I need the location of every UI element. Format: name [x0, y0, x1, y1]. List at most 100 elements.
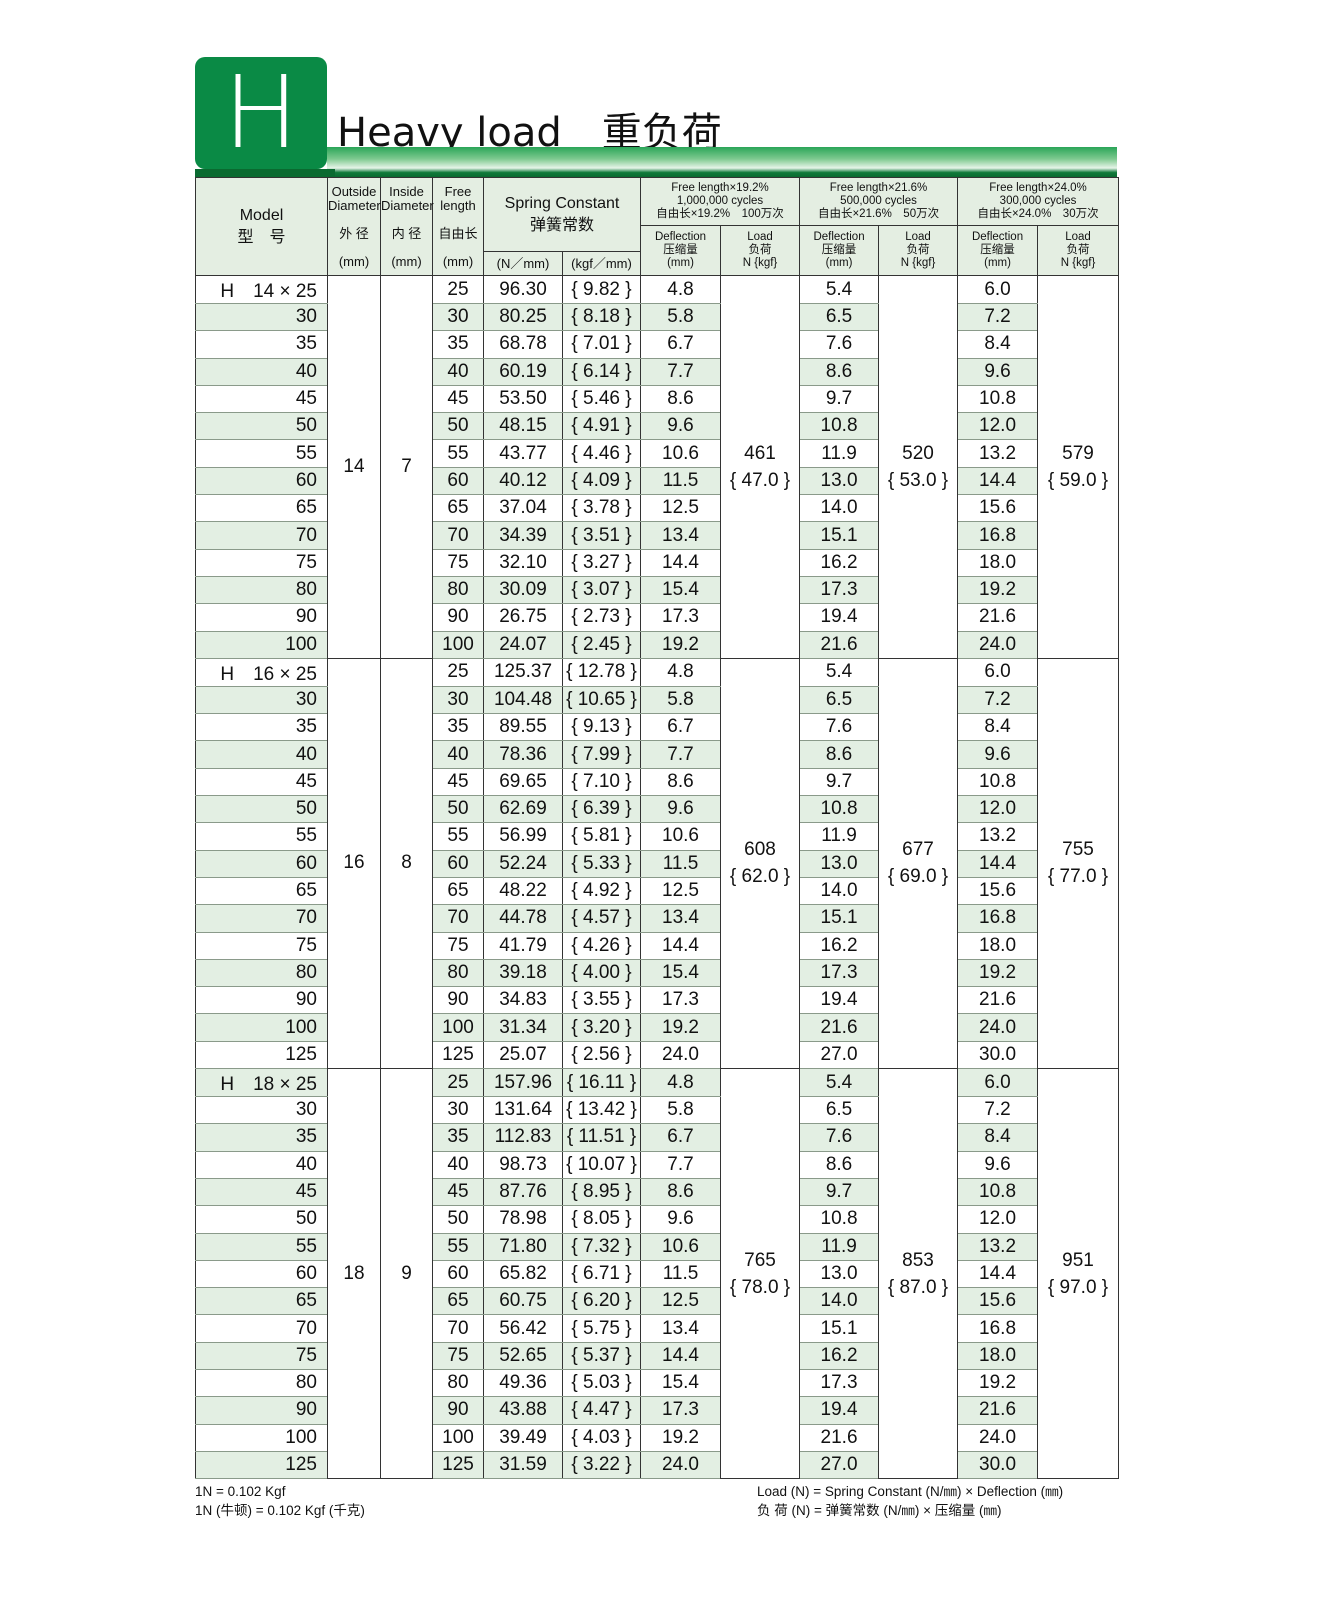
deflection-cell: 11.9 — [799, 822, 880, 851]
load-cell: 579{ 59.0 } — [1037, 275, 1120, 659]
kgf-mm-cell: { 7.01 } — [561, 330, 642, 359]
kgf-mm-cell: { 5.81 } — [561, 822, 642, 851]
deflection-cell: 6.5 — [799, 1096, 880, 1125]
id-cell: 9 — [380, 1068, 433, 1479]
n-mm-cell: 39.49 — [483, 1424, 563, 1452]
deflection-cell: 19.2 — [957, 959, 1039, 988]
free-length-cell: 90 — [432, 1396, 484, 1425]
kgf-mm-cell: { 3.07 } — [561, 576, 642, 605]
deflection-cell: 17.3 — [640, 986, 722, 1015]
table-row: 65 65 48.22{ 4.92 } 12.5 14.0 15.6 — [195, 877, 1119, 906]
deflection-cell: 13.4 — [640, 1314, 722, 1343]
header-free-length: Free length 自由长 (mm) — [432, 177, 484, 276]
deflection-cell: 19.2 — [957, 1369, 1039, 1398]
deflection-cell: 21.6 — [799, 631, 880, 659]
table-row: 40 40 60.19{ 6.14 } 7.7 8.6 9.6 — [195, 358, 1119, 386]
table-row: 45 45 69.65{ 7.10 } 8.6 9.7 10.8 — [195, 768, 1119, 797]
kgf-mm-cell: { 2.56 } — [561, 1041, 642, 1070]
deflection-cell: 5.4 — [799, 275, 880, 304]
n-mm-cell: 41.79 — [483, 932, 563, 960]
deflection-cell: 9.6 — [640, 1205, 722, 1234]
kgf-mm-cell: { 3.27 } — [561, 549, 642, 577]
n-mm-cell: 89.55 — [483, 713, 563, 742]
deflection-cell: 21.6 — [957, 603, 1039, 632]
deflection-cell: 8.6 — [640, 768, 722, 797]
deflection-cell: 17.3 — [640, 603, 722, 632]
free-length-cell: 50 — [432, 412, 484, 441]
n-mm-cell: 43.77 — [483, 439, 563, 468]
kgf-mm-cell: { 3.22 } — [561, 1451, 642, 1480]
model-cell: 35 — [195, 330, 328, 359]
free-length-cell: 70 — [432, 904, 484, 933]
free-length-cell: 40 — [432, 1151, 484, 1179]
deflection-cell: 12.0 — [957, 795, 1039, 824]
kgf-mm-cell: { 4.26 } — [561, 932, 642, 960]
kgf-mm-cell: { 8.05 } — [561, 1205, 642, 1234]
deflection-cell: 30.0 — [957, 1041, 1039, 1070]
table-row: 125 125 31.59{ 3.22 } 24.0 27.0 30.0 — [195, 1451, 1119, 1480]
od-cell: 14 — [327, 275, 381, 659]
deflection-cell: 7.2 — [957, 686, 1039, 715]
table-row: 80 80 49.36{ 5.03 } 15.4 17.3 19.2 — [195, 1369, 1119, 1398]
deflection-cell: 9.7 — [799, 385, 880, 414]
deflection-cell: 24.0 — [957, 1013, 1039, 1042]
n-mm-cell: 37.04 — [483, 494, 563, 523]
deflection-cell: 9.6 — [640, 412, 722, 441]
deflection-cell: 15.6 — [957, 494, 1039, 523]
kgf-mm-cell: { 6.14 } — [561, 358, 642, 386]
n-mm-cell: 49.36 — [483, 1369, 563, 1398]
table-row: 90 90 43.88{ 4.47 } 17.3 19.4 21.6 — [195, 1396, 1119, 1425]
id-cell: 8 — [380, 657, 433, 1069]
deflection-cell: 14.4 — [640, 1342, 722, 1370]
n-mm-cell: 131.64 — [483, 1096, 563, 1125]
free-length-cell: 100 — [432, 1013, 484, 1042]
deflection-cell: 13.0 — [799, 850, 880, 878]
kgf-mm-cell: { 4.47 } — [561, 1396, 642, 1425]
model-cell: 60 — [195, 850, 328, 878]
deflection-cell: 15.4 — [640, 1369, 722, 1398]
header-load: Load 负荷 N {kgf} — [1037, 225, 1120, 276]
n-mm-cell: 71.80 — [483, 1233, 563, 1261]
free-length-cell: 30 — [432, 1096, 484, 1125]
free-length-cell: 30 — [432, 303, 484, 332]
kgf-mm-cell: { 7.10 } — [561, 768, 642, 797]
header-group-1: Free length×19.2% 1,000,000 cycles 自由长×19.… — [640, 177, 801, 226]
n-mm-cell: 34.39 — [483, 521, 563, 550]
n-mm-cell: 98.73 — [483, 1151, 563, 1179]
model-cell: 75 — [195, 1342, 328, 1370]
deflection-cell: 14.0 — [799, 1287, 880, 1316]
deflection-cell: 16.2 — [799, 932, 880, 960]
n-mm-cell: 157.96 — [483, 1068, 563, 1098]
table-row: 45 45 87.76{ 8.95 } 8.6 9.7 10.8 — [195, 1178, 1119, 1207]
n-mm-cell: 78.36 — [483, 740, 563, 769]
free-length-cell: 35 — [432, 1123, 484, 1152]
deflection-cell: 11.5 — [640, 1260, 722, 1289]
free-length-cell: 25 — [432, 657, 484, 687]
deflection-cell: 10.6 — [640, 1233, 722, 1261]
free-length-cell: 35 — [432, 330, 484, 359]
deflection-cell: 18.0 — [957, 1342, 1039, 1370]
deflection-cell: 27.0 — [799, 1041, 880, 1070]
n-mm-cell: 31.59 — [483, 1451, 563, 1480]
od-cell: 16 — [327, 657, 381, 1069]
model-cell: H 16 × 25 — [195, 657, 328, 687]
deflection-cell: 15.1 — [799, 1314, 880, 1343]
deflection-cell: 17.3 — [799, 1369, 880, 1398]
n-mm-cell: 25.07 — [483, 1041, 563, 1070]
deflection-cell: 8.6 — [799, 1151, 880, 1179]
deflection-cell: 13.4 — [640, 521, 722, 550]
model-cell: 35 — [195, 713, 328, 742]
deflection-cell: 7.2 — [957, 303, 1039, 332]
kgf-mm-cell: { 2.73 } — [561, 603, 642, 632]
deflection-cell: 15.6 — [957, 877, 1039, 906]
model-cell: 100 — [195, 1013, 328, 1042]
kgf-mm-cell: { 4.92 } — [561, 877, 642, 906]
deflection-cell: 21.6 — [799, 1424, 880, 1452]
model-cell: H 14 × 25 — [195, 275, 328, 304]
n-mm-cell: 56.99 — [483, 822, 563, 851]
deflection-cell: 19.4 — [799, 986, 880, 1015]
n-mm-cell: 48.15 — [483, 412, 563, 441]
model-cell: 70 — [195, 521, 328, 550]
header-deflection: Deflection 压缩量 (mm) — [799, 225, 880, 276]
deflection-cell: 18.0 — [957, 932, 1039, 960]
